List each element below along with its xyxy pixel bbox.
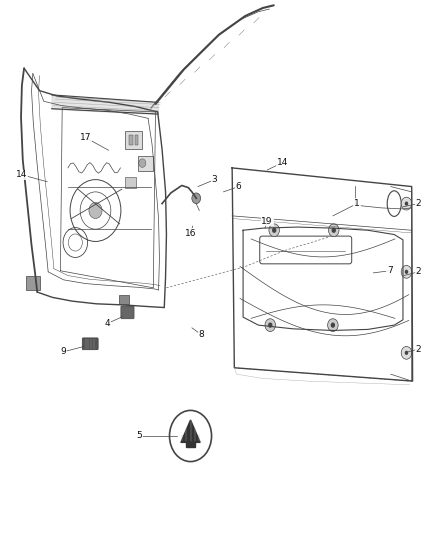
Text: 2: 2 bbox=[416, 199, 421, 208]
Bar bbox=[125, 131, 142, 149]
Text: 2: 2 bbox=[416, 345, 421, 353]
Circle shape bbox=[405, 351, 408, 355]
Circle shape bbox=[401, 346, 412, 359]
Circle shape bbox=[328, 224, 339, 237]
Circle shape bbox=[405, 201, 408, 206]
Circle shape bbox=[192, 193, 201, 204]
Text: 16: 16 bbox=[185, 229, 196, 238]
Circle shape bbox=[268, 322, 272, 328]
Circle shape bbox=[272, 228, 276, 233]
Text: 7: 7 bbox=[387, 266, 393, 275]
Circle shape bbox=[401, 265, 412, 278]
Polygon shape bbox=[181, 420, 200, 442]
Text: 19: 19 bbox=[261, 217, 273, 225]
Text: 17: 17 bbox=[80, 133, 91, 142]
FancyBboxPatch shape bbox=[82, 338, 98, 350]
Text: 6: 6 bbox=[236, 182, 242, 191]
Bar bbox=[26, 276, 40, 290]
Circle shape bbox=[405, 270, 408, 274]
Circle shape bbox=[139, 159, 146, 167]
Circle shape bbox=[331, 322, 335, 328]
Text: 8: 8 bbox=[198, 330, 205, 339]
Text: 14: 14 bbox=[16, 171, 28, 179]
Text: 14: 14 bbox=[277, 158, 288, 167]
Text: 5: 5 bbox=[136, 432, 142, 440]
Bar bbox=[186, 442, 195, 447]
Bar bbox=[125, 177, 136, 188]
Circle shape bbox=[332, 228, 336, 233]
Circle shape bbox=[265, 319, 276, 332]
Circle shape bbox=[401, 197, 412, 210]
Circle shape bbox=[328, 319, 338, 332]
Bar bbox=[129, 135, 133, 145]
Text: 4: 4 bbox=[105, 319, 110, 328]
Text: 3: 3 bbox=[212, 175, 218, 184]
Text: 2: 2 bbox=[416, 268, 421, 276]
FancyBboxPatch shape bbox=[121, 306, 134, 319]
Bar bbox=[119, 295, 129, 304]
Bar bbox=[135, 135, 138, 145]
Text: 9: 9 bbox=[60, 348, 67, 356]
Circle shape bbox=[89, 203, 102, 219]
Text: 1: 1 bbox=[354, 199, 360, 208]
Circle shape bbox=[269, 224, 279, 237]
Bar bbox=[138, 156, 153, 171]
